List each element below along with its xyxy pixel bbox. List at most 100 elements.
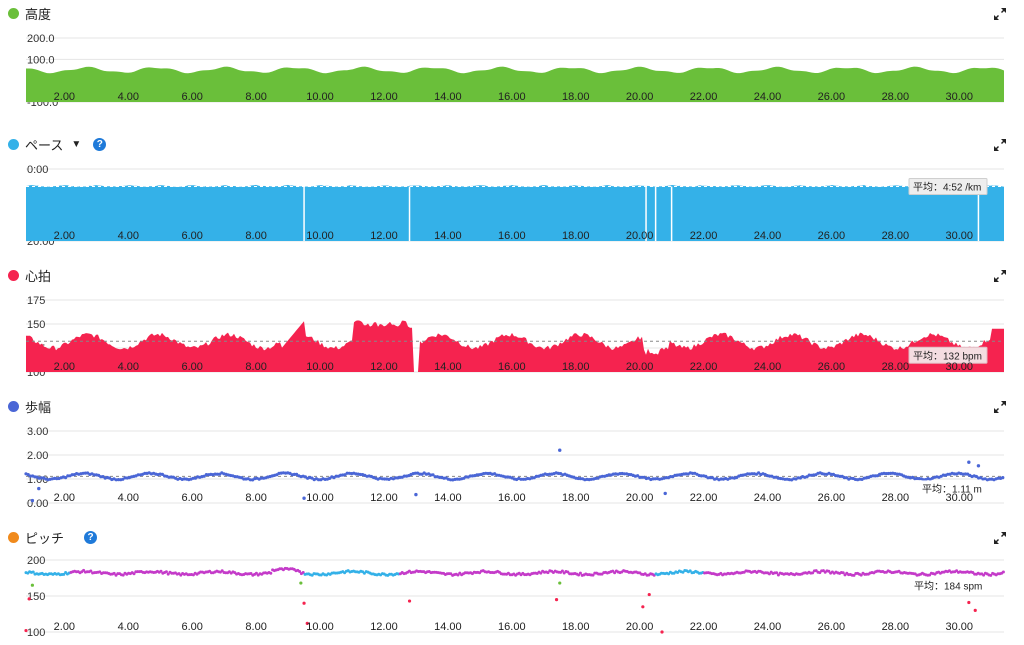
x-tick-label: 6.00: [181, 361, 202, 373]
cadence-point: [31, 570, 35, 574]
heart-rate-area: [26, 320, 1004, 372]
pace-color-dot: [8, 138, 19, 150]
cadence-outlier: [299, 581, 303, 585]
altitude-color-dot: [8, 7, 19, 19]
x-tick-label: 26.00: [818, 361, 846, 373]
x-tick-label: 2.00: [54, 621, 75, 633]
cadence-point: [132, 572, 136, 576]
x-tick-label: 20.00: [626, 361, 654, 373]
x-tick-label: 30.00: [945, 361, 973, 373]
x-tick-label: 30.00: [945, 230, 973, 242]
stride-point: [669, 475, 673, 479]
expand-arrows-icon[interactable]: [994, 401, 1006, 413]
x-tick-label: 30.00: [945, 621, 973, 633]
expand-arrows-icon[interactable]: [994, 532, 1006, 544]
expand-arrows-icon[interactable]: [994, 270, 1006, 282]
cadence-outlier: [558, 581, 562, 585]
cadence-point: [89, 569, 93, 573]
x-tick-label: 8.00: [245, 621, 266, 633]
stride-point: [640, 475, 644, 479]
stride-point: [394, 476, 398, 480]
x-tick-label: 4.00: [118, 230, 139, 242]
x-tick-label: 16.00: [498, 91, 526, 103]
x-tick-label: 2.00: [54, 361, 75, 373]
cadence-outlier: [967, 600, 971, 605]
x-tick-label: 18.00: [562, 361, 590, 373]
average-text: 平均：184 spm: [914, 581, 982, 593]
stride-point: [431, 473, 435, 477]
stride-point: [757, 471, 761, 475]
x-tick-label: 24.00: [754, 91, 782, 103]
caret-down-icon[interactable]: ▼: [71, 138, 82, 150]
pace-title: ペース: [25, 137, 64, 153]
x-tick-label: 30.00: [945, 492, 973, 504]
cadence-outlier: [647, 592, 651, 597]
x-tick-label: 22.00: [690, 91, 718, 103]
cadence-chart: 200 150 100 平均：184 spm 2.00 4.00 6.00 8.00 10.00…: [24, 555, 1005, 639]
y-tick-label: 0.00: [27, 498, 48, 510]
x-tick-label: 6.00: [181, 492, 202, 504]
cadence-outlier: [660, 630, 664, 634]
question-icon[interactable]: ?: [93, 137, 107, 151]
stride-point: [504, 475, 508, 479]
x-tick-label: 14.00: [434, 361, 462, 373]
cadence-outlier: [641, 605, 645, 609]
average-label: 平均：4:52 /km: [908, 178, 988, 196]
stride-panel: 歩幅 3.00 2.00 1.00 0.00 平均：1.11 m 2.00 4.00 6.00…: [0, 393, 1024, 521]
cadence-outlier: [27, 597, 31, 601]
stride-point: [334, 474, 338, 478]
y-tick-label: 100.0: [27, 54, 55, 66]
x-tick-label: 24.00: [754, 621, 782, 633]
stride-outlier: [37, 486, 41, 491]
expand-arrows-icon[interactable]: [994, 139, 1006, 151]
cadence-outlier: [305, 621, 309, 625]
x-tick-label: 14.00: [434, 91, 462, 103]
cadence-point: [62, 572, 66, 576]
cadence-outlier: [407, 599, 412, 603]
cadence-point: [269, 571, 273, 575]
x-tick-label: 24.00: [754, 230, 782, 242]
stride-point: [64, 476, 68, 480]
cadence-point: [159, 569, 163, 573]
y-tick-label: 200.0: [27, 33, 55, 45]
x-tick-label: 16.00: [498, 621, 526, 633]
cadence-point: [776, 573, 780, 577]
x-tick-label: 8.00: [245, 91, 266, 103]
heart-rate-chart: 175150125100平均：132 bpm2.004.006.008.0010…: [26, 295, 1004, 379]
x-tick-label: 4.00: [118, 361, 139, 373]
stride-point: [402, 474, 406, 478]
x-tick-label: 20.00: [626, 230, 654, 242]
cadence-point: [852, 573, 856, 577]
cadence-color-dot: [8, 531, 19, 543]
pace-area: [26, 184, 1004, 241]
x-tick-label: 12.00: [370, 230, 398, 242]
cadence-outlier: [554, 598, 559, 602]
x-tick-label: 28.00: [882, 361, 910, 373]
stride-point: [829, 472, 833, 476]
cadence-point: [121, 573, 125, 577]
heart-rate-title: 心拍: [25, 268, 52, 284]
expand-arrows-icon[interactable]: [994, 8, 1006, 20]
x-tick-label: 22.00: [690, 621, 718, 633]
x-tick-label: 20.00: [626, 621, 654, 633]
stride-point: [136, 473, 140, 477]
x-tick-label: 30.00: [945, 91, 973, 103]
x-tick-label: 2.00: [54, 492, 75, 504]
average-text: 平均：4:52 /km: [913, 182, 981, 194]
cadence-outlier: [30, 583, 34, 587]
average-text: 平均：1.11 m: [922, 483, 982, 495]
cadence-point: [456, 573, 460, 577]
x-tick-label: 26.00: [818, 230, 846, 242]
x-tick-label: 2.00: [54, 91, 75, 103]
altitude-chart: 200.0100.00-100.02.004.006.008.0010.0012…: [26, 33, 1004, 109]
average-label: 平均：1.11 m: [918, 480, 986, 497]
x-tick-label: 20.00: [626, 91, 654, 103]
question-icon[interactable]: ?: [84, 530, 98, 544]
stride-point: [160, 472, 164, 476]
stride-outlier: [976, 464, 981, 468]
x-tick-label: 18.00: [562, 230, 590, 242]
x-tick-label: 12.00: [370, 621, 398, 633]
x-tick-label: 22.00: [690, 230, 718, 242]
